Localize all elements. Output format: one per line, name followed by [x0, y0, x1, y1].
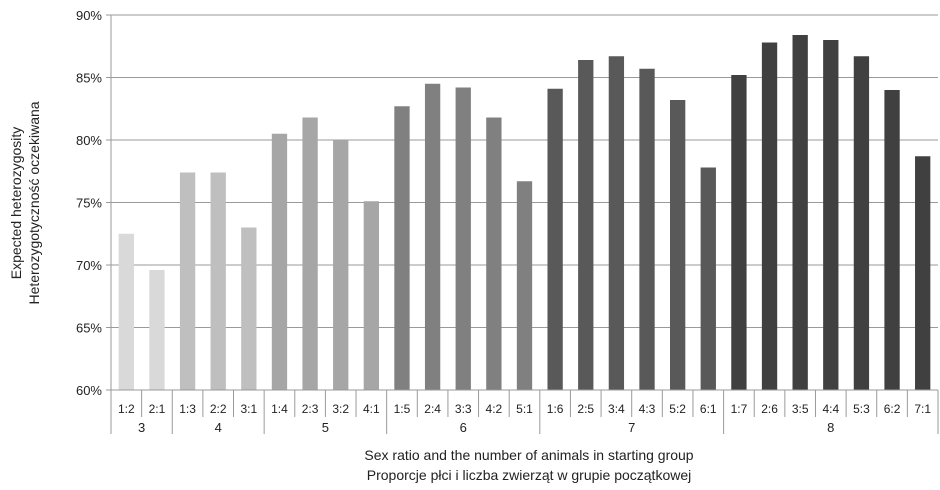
- group-label: 8: [827, 420, 834, 435]
- x-tick-label: 6:1: [700, 402, 717, 416]
- bar: [578, 60, 594, 390]
- x-tick-label: 7:1: [914, 402, 931, 416]
- x-tick-label: 1:5: [394, 402, 411, 416]
- x-tick-label: 2:1: [149, 402, 166, 416]
- x-tick-label: 5:2: [669, 402, 686, 416]
- y-tick-label: 85%: [76, 71, 102, 86]
- x-tick-label: 3:2: [332, 402, 349, 416]
- y-tick-label: 60%: [76, 383, 102, 398]
- bar: [915, 156, 931, 390]
- bar: [700, 167, 716, 390]
- bar: [639, 68, 655, 390]
- y-tick-label: 90%: [76, 8, 102, 23]
- x-tick-label: 2:3: [302, 402, 319, 416]
- bar: [394, 106, 410, 390]
- x-tick-label: 1:6: [547, 402, 564, 416]
- x-tick-label: 2:6: [761, 402, 778, 416]
- bar: [792, 35, 808, 390]
- x-tick-label: 2:5: [577, 402, 594, 416]
- x-tick-label: 1:3: [179, 402, 196, 416]
- y-tick-label: 65%: [76, 321, 102, 336]
- bar: [210, 172, 226, 390]
- bar: [179, 172, 196, 390]
- bar: [823, 40, 839, 390]
- bar: [669, 100, 686, 390]
- x-tick-label: 4:3: [639, 402, 656, 416]
- y-axis-title-line-1: Expected heterozygosity: [8, 127, 24, 280]
- x-tick-label: 3:4: [608, 402, 625, 416]
- group-label: 5: [322, 420, 329, 435]
- y-tick-label: 75%: [76, 196, 102, 211]
- x-tick-label: 4:4: [822, 402, 839, 416]
- y-axis-title-line-2: Heterozygotyczność oczekiwana: [26, 101, 42, 304]
- x-tick-label: 3:5: [792, 402, 809, 416]
- group-label: 7: [628, 420, 635, 435]
- y-axis: 60% 65% 70% 75% 80% 85% 90%: [76, 8, 112, 398]
- bar: [333, 140, 349, 390]
- bars: [118, 35, 931, 390]
- x-tick-label: 2:2: [210, 402, 227, 416]
- y-tick-label: 70%: [76, 258, 102, 273]
- x-tick-label: 5:1: [516, 402, 533, 416]
- bar: [118, 233, 134, 390]
- bar: [547, 88, 563, 390]
- group-label: 6: [460, 420, 467, 435]
- bar: [884, 90, 900, 390]
- bar: [608, 56, 625, 390]
- bar: [271, 133, 288, 390]
- bar: [149, 270, 165, 390]
- x-tick-label: 3:3: [455, 402, 472, 416]
- group-label: 4: [215, 420, 222, 435]
- bar: [516, 181, 533, 390]
- group-label: 3: [138, 420, 145, 435]
- bar: [731, 75, 747, 390]
- bar: [455, 87, 471, 390]
- x-axis-title-line-2: Proporcje płci i liczba zwierząt w grupi…: [367, 467, 691, 483]
- bar: [486, 117, 502, 390]
- bar: [241, 227, 257, 390]
- y-tick-label: 80%: [76, 133, 102, 148]
- x-tick-label: 1:7: [731, 402, 748, 416]
- x-tick-label: 5:3: [853, 402, 870, 416]
- x-axis-title-line-1: Sex ratio and the number of animals in s…: [364, 447, 693, 463]
- x-tick-label: 1:2: [118, 402, 135, 416]
- x-axis: 1:2 2:1 3 1:3 2:2 3:1 4 1:4 2:3 3:2 4:1 5 1:5 2:4 3:3 4…: [110, 389, 939, 435]
- x-tick-label: 3:1: [240, 402, 257, 416]
- bar: [302, 117, 318, 390]
- x-tick-label: 6:2: [884, 402, 901, 416]
- bar: [853, 56, 870, 390]
- x-tick-label: 2:4: [424, 402, 441, 416]
- x-tick-label: 1:4: [271, 402, 288, 416]
- bar: [761, 42, 778, 390]
- x-tick-label: 4:2: [486, 402, 503, 416]
- x-tick-label: 4:1: [363, 402, 380, 416]
- bar: [424, 83, 441, 390]
- bar: [363, 201, 380, 390]
